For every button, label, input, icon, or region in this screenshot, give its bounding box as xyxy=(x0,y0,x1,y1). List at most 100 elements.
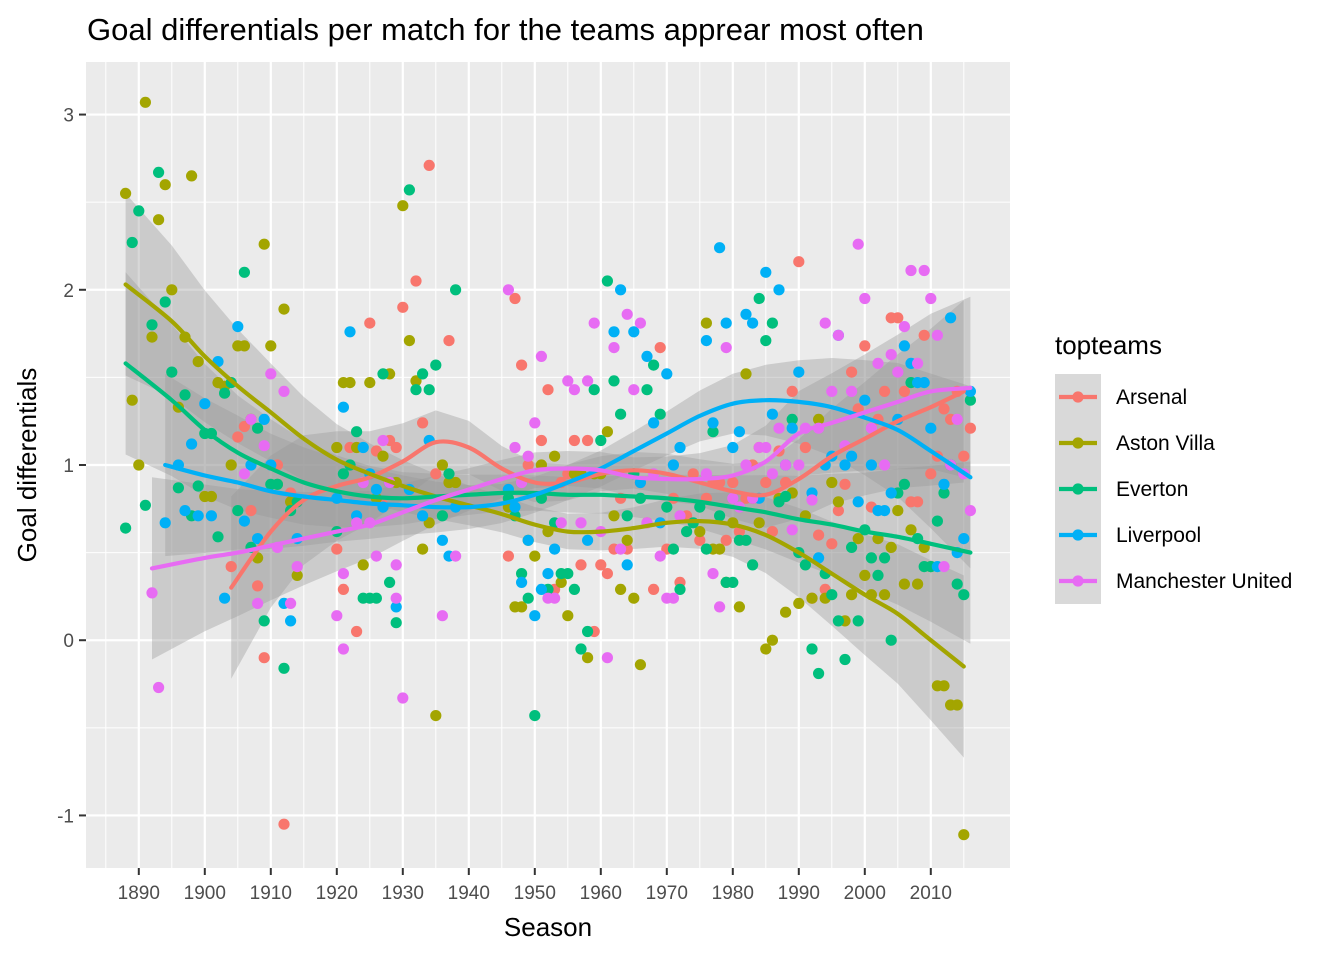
data-point xyxy=(852,533,864,545)
data-point xyxy=(436,510,448,522)
data-point xyxy=(450,550,462,562)
data-point xyxy=(562,610,574,622)
data-point xyxy=(832,505,845,517)
data-point xyxy=(621,510,633,522)
data-point xyxy=(126,236,138,249)
data-point xyxy=(278,818,290,830)
data-point xyxy=(450,476,462,489)
data-point xyxy=(674,583,686,596)
data-point xyxy=(436,610,448,622)
confidence-band-arsenal xyxy=(231,300,964,679)
y-axis-title: Goal differentials xyxy=(12,368,42,563)
legend-item: Aston Villa xyxy=(1055,420,1215,466)
data-point xyxy=(641,350,653,362)
x-tick-label: 1910 xyxy=(250,883,292,904)
data-point xyxy=(786,524,798,536)
data-point xyxy=(582,652,594,664)
y-tick-label: 3 xyxy=(63,106,74,127)
data-point xyxy=(634,659,647,671)
legend-label: Liverpool xyxy=(1116,524,1201,547)
data-point xyxy=(502,284,514,296)
data-point xyxy=(852,496,864,508)
x-tick-label: 1930 xyxy=(382,883,424,904)
x-tick-label: 2010 xyxy=(910,883,952,904)
data-point xyxy=(258,615,270,627)
data-point xyxy=(390,601,402,613)
data-point xyxy=(740,368,752,380)
data-point xyxy=(813,529,825,541)
data-point xyxy=(879,505,891,517)
data-point xyxy=(423,517,435,529)
data-point xyxy=(364,317,376,329)
data-point xyxy=(430,359,442,371)
data-point xyxy=(648,583,660,596)
trend-line-everton xyxy=(123,361,973,555)
data-point xyxy=(219,592,231,604)
data-point xyxy=(601,652,614,664)
data-point xyxy=(628,326,640,338)
data-point xyxy=(153,681,165,694)
data-point xyxy=(714,543,726,555)
data-point xyxy=(885,349,897,361)
data-point xyxy=(252,533,264,545)
data-point xyxy=(509,292,521,305)
data-point xyxy=(212,531,224,543)
data-point xyxy=(766,408,779,420)
data-point xyxy=(535,434,548,447)
data-point xyxy=(377,450,389,462)
x-tick-label: 1970 xyxy=(646,883,688,904)
data-point xyxy=(575,643,587,655)
data-point xyxy=(271,478,283,490)
data-point xyxy=(337,401,349,413)
data-point xyxy=(846,385,858,397)
data-point xyxy=(568,384,581,396)
y-axis: -1 0 1 2 3 xyxy=(57,106,86,827)
x-axis: 1890 1900 1910 1920 1930 1940 1950 1960 1970 1980… xyxy=(118,868,952,904)
data-point xyxy=(443,335,455,347)
data-point xyxy=(337,568,349,580)
data-point xyxy=(337,643,349,655)
data-point xyxy=(351,426,363,438)
grid-lines xyxy=(86,62,1010,868)
data-point xyxy=(608,375,620,387)
data-point xyxy=(786,422,798,434)
data-point xyxy=(727,441,739,454)
data-point xyxy=(410,375,422,387)
data-point xyxy=(542,568,554,580)
data-point xyxy=(826,476,838,489)
data-point xyxy=(628,592,640,604)
data-point xyxy=(436,459,448,471)
data-point xyxy=(384,576,396,589)
data-point xyxy=(555,517,567,529)
data-point xyxy=(529,710,541,722)
data-point xyxy=(522,534,534,546)
data-point xyxy=(601,568,614,580)
data-point xyxy=(588,384,600,396)
data-point xyxy=(410,384,422,396)
data-point xyxy=(667,592,680,604)
data-point xyxy=(331,610,343,622)
data-point xyxy=(694,526,706,538)
chart-title: Goal differentials per match for the tea… xyxy=(87,12,924,47)
data-point xyxy=(912,496,924,508)
data-point xyxy=(951,699,963,711)
data-point xyxy=(661,501,673,513)
data-point xyxy=(529,610,541,622)
data-point xyxy=(582,375,594,387)
data-point xyxy=(516,601,528,613)
data-point xyxy=(905,524,917,536)
data-point xyxy=(938,487,950,499)
data-point xyxy=(938,403,950,415)
legend: topteams Arsenal Aston Villa Everton Liverp… xyxy=(1055,330,1292,604)
data-point xyxy=(918,264,930,277)
data-point xyxy=(139,499,151,511)
data-point xyxy=(450,284,462,296)
data-point xyxy=(529,417,541,429)
data-point xyxy=(595,559,607,571)
data-point xyxy=(766,526,779,538)
data-point xyxy=(417,417,429,429)
data-point xyxy=(925,468,937,480)
data-point xyxy=(238,266,250,278)
data-point xyxy=(760,266,772,278)
